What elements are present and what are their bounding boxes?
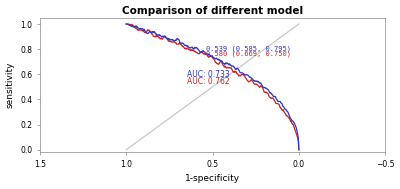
X-axis label: 1-specificity: 1-specificity <box>185 174 240 184</box>
Text: AUC: 0.733: AUC: 0.733 <box>187 70 229 79</box>
Text: AUC: 0.762: AUC: 0.762 <box>187 77 229 86</box>
Title: Comparison of different model: Comparison of different model <box>122 5 303 15</box>
Text: 0.580 (0.669, 0.750): 0.580 (0.669, 0.750) <box>206 51 292 57</box>
Text: 0.539 (0.585, 0.795): 0.539 (0.585, 0.795) <box>206 46 292 52</box>
Y-axis label: sensitivity: sensitivity <box>6 62 14 108</box>
